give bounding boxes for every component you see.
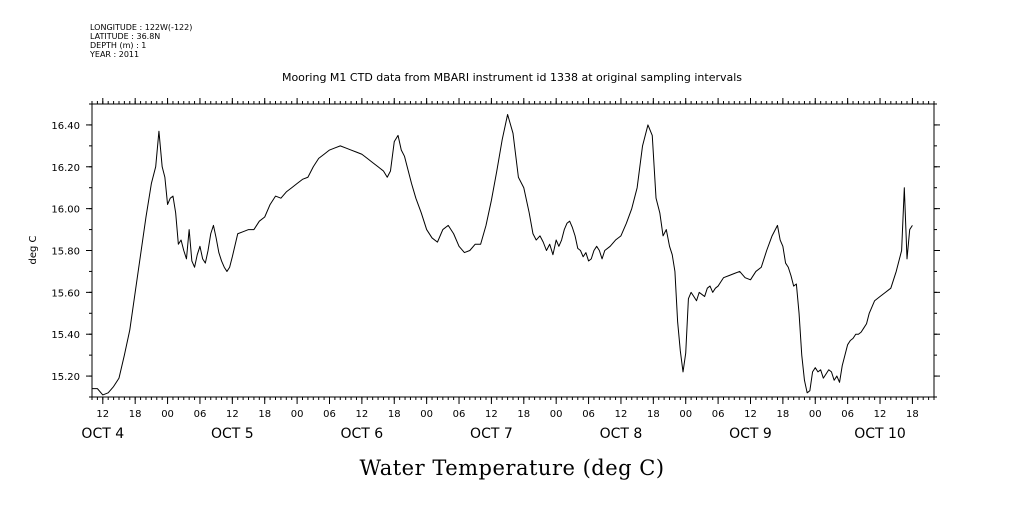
y-tick-label: 15.80 (51, 247, 80, 258)
x-tick-label: 18 (258, 409, 271, 420)
x-axis-label: Water Temperature (deg C) (359, 456, 664, 480)
series-layer (92, 113, 913, 396)
y-tick-label: 16.00 (51, 205, 80, 216)
y-tick-label: 15.20 (51, 372, 80, 383)
meta-longitude: LONGITUDE : 122W(-122) (90, 23, 192, 32)
x-tick-label: 00 (679, 409, 692, 420)
x-date-label: OCT 6 (341, 426, 384, 442)
x-tick-label: 12 (874, 409, 887, 420)
x-date-label: OCT 8 (600, 426, 643, 442)
x-date-label: OCT 5 (211, 426, 254, 442)
x-tick-label: 00 (161, 409, 174, 420)
x-tick-label: 06 (712, 409, 725, 420)
x-axis: 12 18 00 06 12 18 00 06 12 18 00 06 12 18 00 06 12 18 00 06… (81, 98, 935, 442)
meta-depth: DEPTH (m) : 1 (90, 41, 146, 50)
y-tick-label: 16.40 (51, 121, 80, 132)
x-tick-label: 18 (777, 409, 790, 420)
x-tick-label: 12 (96, 409, 109, 420)
x-tick-label: 18 (517, 409, 530, 420)
x-tick-label: 12 (356, 409, 369, 420)
x-tick-label: 18 (906, 409, 919, 420)
x-date-label: OCT 7 (470, 426, 513, 442)
x-date-label: OCT 4 (81, 426, 124, 442)
x-tick-label: 18 (388, 409, 401, 420)
x-date-label: OCT 9 (729, 426, 772, 442)
x-tick-label: 00 (809, 409, 822, 420)
x-tick-label: 06 (841, 409, 854, 420)
y-tick-label: 15.40 (51, 330, 80, 341)
x-tick-label: 06 (323, 409, 336, 420)
x-tick-label: 12 (744, 409, 757, 420)
x-date-label: OCT 10 (854, 426, 906, 442)
x-tick-label: 06 (453, 409, 466, 420)
x-tick-label: 18 (129, 409, 142, 420)
x-tick-label: 06 (582, 409, 595, 420)
meta-latitude: LATITUDE : 36.8N (90, 32, 160, 41)
meta-year: YEAR : 2011 (89, 50, 139, 59)
x-tick-label: 12 (615, 409, 628, 420)
x-tick-label: 06 (194, 409, 207, 420)
x-tick-label: 12 (226, 409, 239, 420)
x-tick-label: 12 (485, 409, 498, 420)
x-tick-label: 00 (291, 409, 304, 420)
y-tick-label: 15.60 (51, 288, 80, 299)
x-tick-label: 18 (647, 409, 660, 420)
y-axis-label: deg C (28, 235, 39, 264)
y-axis: 15.20 15.40 15.60 15.80 16.00 16.20 16.40 (51, 103, 940, 398)
series-line-0 (92, 113, 913, 396)
x-tick-label: 00 (420, 409, 433, 420)
x-tick-label: 00 (550, 409, 563, 420)
y-tick-label: 16.20 (51, 163, 80, 174)
chart-title: Mooring M1 CTD data from MBARI instrumen… (282, 71, 742, 84)
